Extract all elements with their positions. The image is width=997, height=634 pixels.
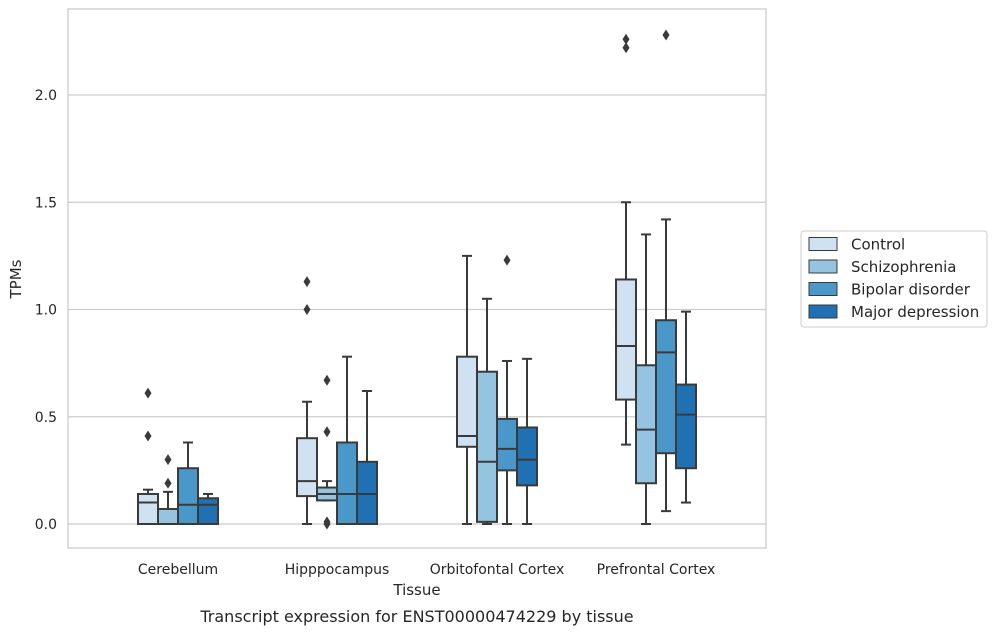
x-tick-label: Prefrontal Cortex — [597, 562, 716, 578]
box-iqr — [177, 467, 199, 526]
box-iqr — [655, 319, 677, 455]
legend-label: Major depression — [851, 303, 979, 321]
box-iqr — [675, 383, 697, 470]
legend-label: Bipolar disorder — [851, 281, 971, 299]
box-major-depression — [356, 390, 378, 526]
box-major-depression — [516, 357, 538, 525]
box-iqr — [635, 364, 657, 485]
y-axis-label: TPMs — [7, 259, 25, 299]
x-tick-label: Cerebellum — [138, 562, 218, 578]
box-iqr — [197, 497, 219, 526]
box-major-depression — [197, 492, 219, 526]
legend-label: Control — [851, 236, 905, 254]
outlier-point — [622, 42, 630, 54]
box-iqr — [476, 370, 498, 523]
y-tick-label: 2.0 — [35, 88, 57, 104]
legend-swatch — [808, 237, 838, 251]
outlier-point — [303, 276, 311, 288]
box-iqr — [336, 441, 358, 525]
outlier-point — [503, 254, 511, 266]
outlier-point — [622, 33, 630, 45]
y-tick-label: 0.0 — [35, 517, 57, 533]
box-groups — [137, 29, 697, 530]
box-iqr — [296, 437, 318, 498]
box-iqr — [496, 417, 518, 472]
legend: Control Schizophrenia Bipolar disorder Majo… — [800, 230, 988, 328]
x-axis-label: Tissue — [392, 581, 440, 599]
y-tick-labels: 0.0 0.5 1.0 1.5 2.0 — [35, 88, 57, 533]
box-iqr — [516, 426, 538, 487]
box-bipolar-disorder — [496, 254, 518, 525]
box-iqr — [615, 278, 637, 401]
outlier-point — [144, 387, 152, 399]
outlier-point — [323, 374, 331, 386]
box-major-depression — [675, 310, 697, 504]
outlier-point — [323, 516, 331, 528]
x-tick-label: Orbitofontal Cortex — [430, 562, 565, 578]
y-tick-label: 0.5 — [35, 410, 57, 426]
outlier-point — [662, 29, 670, 41]
outlier-point — [323, 426, 331, 438]
legend-frame — [800, 230, 988, 328]
y-tick-label: 1.0 — [35, 303, 57, 319]
box-iqr — [157, 507, 179, 525]
box-schizophrenia — [157, 454, 179, 525]
outlier-point — [164, 454, 172, 466]
legend-swatch — [808, 282, 838, 296]
box-bipolar-disorder — [177, 441, 199, 526]
x-tick-label: Hipppocampus — [285, 562, 390, 578]
legend-label: Schizophrenia — [851, 258, 956, 276]
plot-background — [68, 9, 766, 548]
box-iqr — [137, 492, 159, 526]
box-iqr — [356, 460, 378, 526]
outlier-point — [164, 477, 172, 489]
y-tick-label: 1.5 — [35, 195, 57, 211]
outlier-point — [303, 304, 311, 315]
box-control — [615, 33, 637, 446]
chart-caption: Transcript expression for ENST0000047422… — [199, 607, 633, 626]
plot-frame — [67, 8, 767, 549]
box-control — [296, 276, 318, 525]
x-tick-labels: Cerebellum Hipppocampus Orbitofontal Corte… — [138, 562, 715, 578]
outlier-point — [144, 430, 152, 442]
legend-swatch — [808, 304, 838, 319]
box-iqr — [456, 355, 478, 448]
legend-swatch — [808, 259, 838, 274]
